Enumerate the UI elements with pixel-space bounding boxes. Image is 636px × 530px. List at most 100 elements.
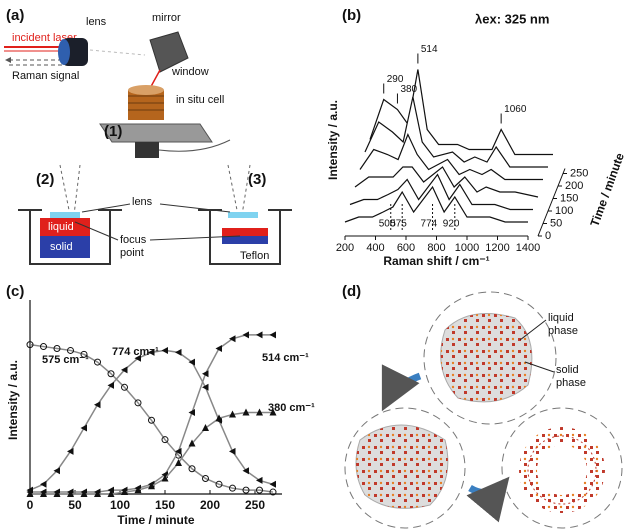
label: Teflon	[240, 250, 269, 262]
marker	[121, 366, 128, 374]
x-tick-label: 1200	[485, 242, 509, 254]
spectrum	[369, 69, 553, 156]
marker	[67, 346, 74, 354]
process-arrow	[466, 476, 510, 523]
spectrum	[349, 173, 533, 211]
label: phase	[548, 325, 578, 337]
peak-label: 575	[390, 219, 407, 230]
z-axis	[537, 168, 566, 237]
peak-label: 1060	[504, 104, 527, 115]
marker	[229, 447, 236, 455]
beam	[89, 49, 146, 56]
marker	[134, 399, 142, 407]
marker	[202, 370, 209, 378]
panel-a: (a) incident laser Raman signal lens mir…	[4, 7, 292, 265]
panel-label: (d)	[342, 283, 361, 300]
peak-label: 774	[421, 219, 438, 230]
marker	[256, 476, 263, 484]
marker	[121, 383, 128, 391]
marker	[188, 439, 196, 447]
solid-layer	[40, 236, 90, 258]
marker	[242, 467, 249, 475]
label: incident laser	[12, 32, 77, 44]
lattice	[440, 313, 532, 402]
liquid-layer	[40, 218, 90, 236]
marker	[148, 348, 155, 356]
label: window	[171, 66, 209, 78]
leader	[74, 221, 119, 241]
marker	[53, 345, 61, 352]
marker	[175, 348, 182, 356]
z-tick-label: 150	[560, 192, 578, 204]
panel-d: (d) liquid phase solid phase	[342, 283, 623, 529]
droplet-outline	[344, 407, 466, 529]
step-label: (3)	[248, 171, 266, 188]
liquid-layer	[222, 228, 268, 236]
marker	[215, 480, 223, 488]
marker	[229, 335, 236, 343]
lens-icon	[58, 39, 70, 65]
marker	[148, 482, 155, 490]
lattice	[356, 425, 448, 509]
leader	[519, 319, 547, 341]
peak-label: 380	[400, 84, 417, 95]
marker	[175, 447, 182, 455]
marker	[134, 354, 141, 362]
peak-label: 290	[387, 74, 404, 85]
marker	[175, 458, 182, 466]
marker	[40, 343, 47, 351]
marker	[80, 350, 88, 358]
marker	[229, 484, 236, 492]
x-tick-label: 50	[68, 498, 82, 512]
x-tick-label: 1400	[516, 242, 540, 254]
z-tick-label: 0	[545, 230, 551, 242]
marker	[269, 480, 276, 488]
x-axis-label: Time / minute	[117, 513, 194, 527]
peak-label: 514	[421, 44, 438, 55]
cell-coil	[128, 95, 164, 111]
z-tick-label: 50	[550, 217, 562, 229]
label: in situ cell	[176, 94, 224, 106]
marker	[215, 414, 223, 422]
label: phase	[556, 377, 586, 389]
marker	[40, 480, 47, 488]
marker	[53, 490, 61, 497]
marker	[67, 447, 74, 455]
marker	[94, 401, 101, 409]
peak-label: 920	[443, 219, 460, 230]
panel-label: (a)	[6, 7, 24, 24]
marker	[94, 358, 101, 366]
marker	[80, 424, 87, 432]
marker	[202, 383, 209, 391]
stage	[99, 123, 213, 143]
x-axis-label: Raman shift / cm⁻¹	[383, 254, 489, 268]
leader	[524, 361, 555, 373]
solid-layer	[222, 236, 268, 244]
window	[228, 212, 258, 218]
spectrum	[359, 132, 543, 181]
label: lens	[86, 16, 107, 28]
series-label: 774 cm⁻¹	[112, 346, 159, 358]
spectrum	[344, 185, 528, 223]
marker	[161, 474, 169, 482]
marker	[242, 408, 250, 416]
label: Raman signal	[12, 70, 79, 82]
stage-base	[135, 142, 159, 158]
x-tick-label: 100	[110, 498, 130, 512]
marker	[134, 486, 142, 494]
spectrum	[364, 96, 548, 168]
marker	[242, 331, 249, 339]
marker	[256, 486, 263, 494]
label: liquid	[48, 221, 74, 233]
panel-label: (b)	[342, 7, 361, 24]
marker	[188, 409, 195, 417]
leader	[159, 203, 231, 213]
fit-line	[30, 411, 273, 495]
marker	[161, 346, 168, 354]
marker	[161, 436, 169, 444]
cell-top	[128, 85, 164, 95]
spectrum	[354, 166, 539, 198]
marker	[148, 416, 155, 424]
